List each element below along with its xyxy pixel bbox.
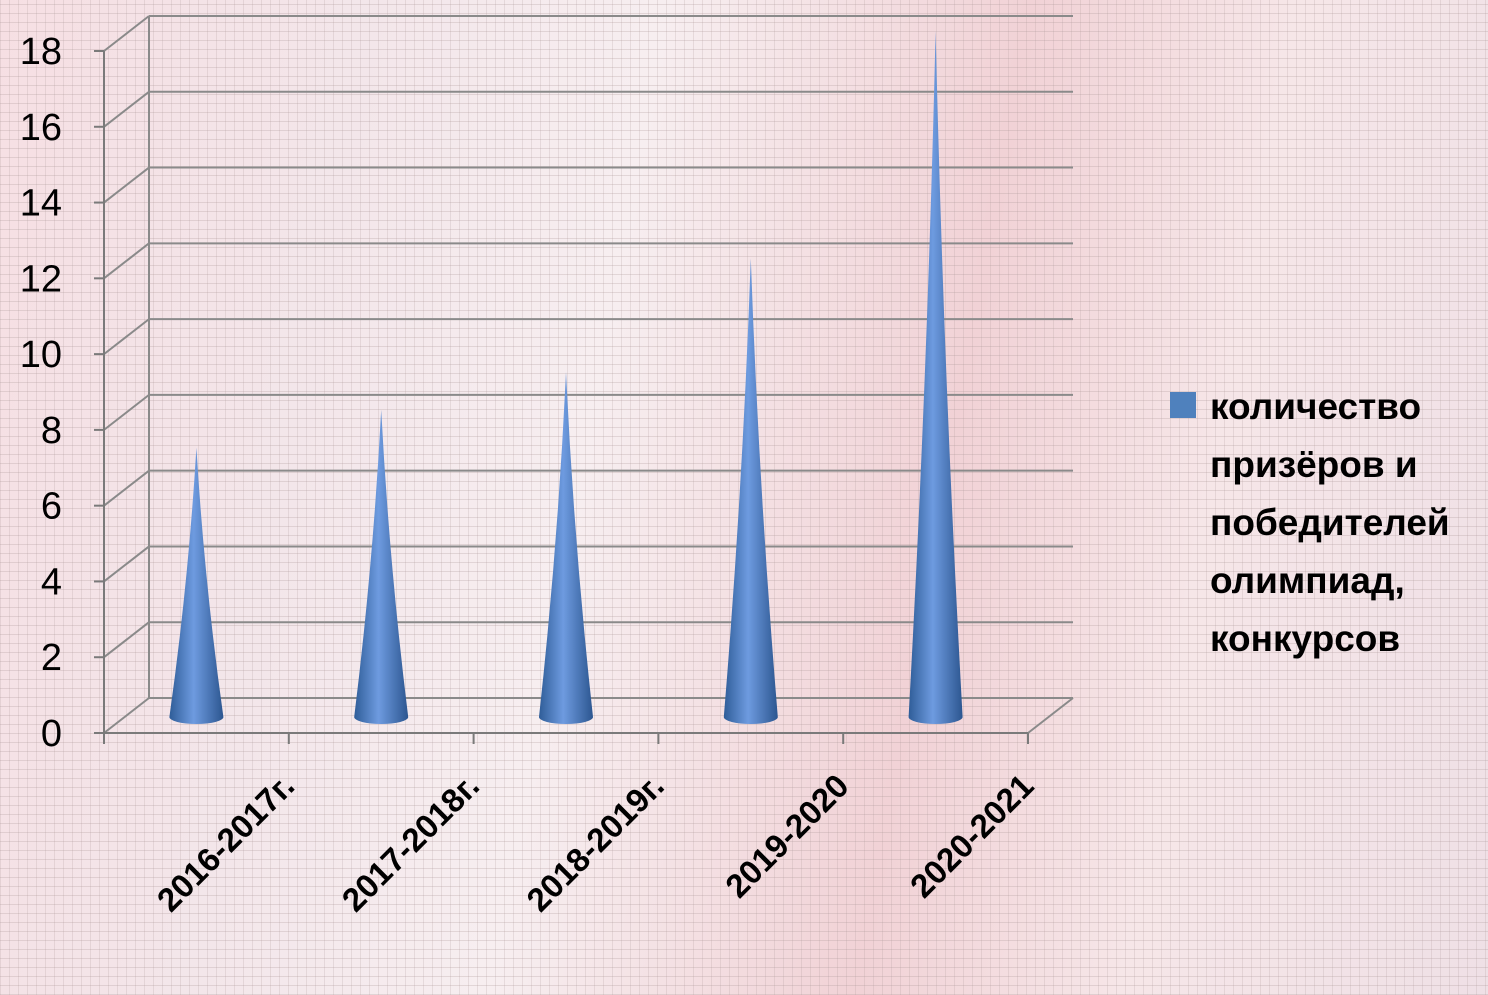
gridline-side [103,394,150,431]
gridline-side [103,166,150,204]
x-category-label: 2019-2020 [718,767,856,905]
gridline-side [103,90,150,128]
cone-body [908,31,963,724]
y-tick-label: 6 [41,486,62,528]
legend-series-label: количество призёров и победителей олимпи… [1210,386,1450,659]
x-axis-category-labels: 2016-2017г. 2017-2018г. 2018-2019г. 2019-20… [150,767,1041,919]
cone-body [723,258,778,724]
cone-mark [723,258,778,724]
floor-edge [1027,697,1074,734]
chart-axes [94,50,1029,744]
cone-mark [539,372,593,724]
y-tick-label: 12 [20,258,62,300]
y-tick-label: 14 [20,183,62,225]
cone-body [169,447,224,724]
gridline-side [103,318,150,355]
gridline-side [103,242,150,280]
cone-mark [908,31,963,724]
gridline-side [103,545,150,583]
gridline-side [103,621,150,659]
gridline-side [103,15,150,52]
cone-mark [354,409,409,724]
x-category-label: 2016-2017г. [150,767,302,919]
y-tick-label: 0 [41,713,62,755]
x-category-label: 2017-2018г. [335,767,487,919]
y-tick-label: 2 [41,637,62,679]
y-axis-tick-labels: 0 2 4 6 8 10 12 14 16 18 [20,31,62,755]
cone-body [539,372,593,724]
y-tick-label: 4 [41,561,62,603]
y-tick-label: 18 [20,31,62,73]
x-category-label: 2020-2021 [903,767,1041,905]
chart-back-wall [103,15,1074,734]
y-tick-label: 10 [20,334,62,376]
x-category-label: 2018-2019г. [519,767,671,919]
gridline-side [103,697,150,734]
y-tick-label: 16 [20,107,62,149]
chart-legend: количество призёров и победителей олимпи… [1168,378,1488,668]
cone-body [354,409,409,724]
y-tick-label: 8 [41,410,62,452]
legend-swatch [1170,392,1196,418]
cone-mark [169,447,224,724]
gridline-side [103,469,150,507]
chart-cones [169,31,963,724]
